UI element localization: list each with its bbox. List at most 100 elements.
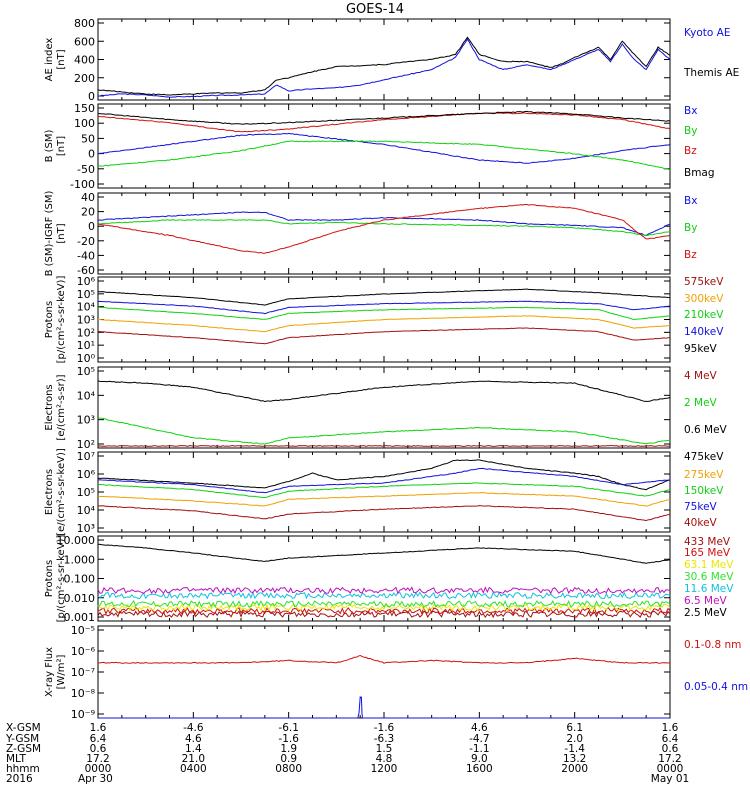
panel-ae: 800 600 400 200 0 AE index [nT] Kyoto AE Themis … <box>44 17 739 103</box>
y-tick-label: 0.010 <box>64 592 96 605</box>
x-tick-label: 4.6 <box>185 733 202 745</box>
legend-entry: 300keV <box>684 293 724 305</box>
y-axis-label: [nT] <box>56 223 67 243</box>
x-tick-label: -1.1 <box>469 743 490 755</box>
x-tick-label: 0000 <box>657 763 684 775</box>
y-tick-label: 0 <box>88 148 95 161</box>
x-tick-label: 6.4 <box>662 733 679 745</box>
legend-entry: 2.5 MeV <box>684 607 728 619</box>
y-tick-label: 10⁻⁶ <box>71 645 96 658</box>
y-tick-label: 10⁻⁵ <box>71 624 95 637</box>
legend-entry: 6.5 MeV <box>684 595 728 607</box>
series-line-575kev <box>97 327 670 345</box>
legend-entry: 75keV <box>684 501 718 513</box>
x-tick-label: 6.1 <box>566 722 583 734</box>
panel-b: 150 100 50 0 -50 -100 B (SM) [nT] Bx By Bz Bmag <box>44 102 715 191</box>
series-line-bz <box>97 112 671 133</box>
y-tick-label: 10⁴ <box>77 504 96 517</box>
y-tick-label: 10⁷ <box>77 450 95 463</box>
series-line-0-1-0-8-nm <box>97 654 671 664</box>
y-tick-label: 0 <box>88 90 95 103</box>
legend-entry: Bx <box>684 195 697 207</box>
y-tick-label: -100 <box>70 178 95 191</box>
y-tick-label: 10⁶ <box>77 468 96 481</box>
y-tick-label: 10⁻⁷ <box>71 666 95 679</box>
series-line-bx <box>97 132 671 164</box>
y-tick-label: 600 <box>74 35 95 48</box>
series-line-475kev <box>97 459 671 491</box>
series-line-bx <box>97 211 671 237</box>
x-tick-label: 1.6 <box>662 722 679 734</box>
x-tick-label: 1.4 <box>185 743 202 755</box>
y-tick-label: 10³ <box>77 414 95 427</box>
legend-entry: 4 MeV <box>684 370 718 382</box>
x-axis-row-label: MLT <box>6 753 26 765</box>
series-line-0-6-mev <box>97 380 671 403</box>
y-tick-label: 0.100 <box>64 573 96 586</box>
y-tick-label: 10² <box>77 438 95 451</box>
legend-entry: 40keV <box>684 517 718 529</box>
series-line-themis-ae <box>97 36 671 96</box>
y-tick-label: 10⁴ <box>77 389 96 402</box>
x-tick-label: 0.6 <box>90 743 107 755</box>
legend-entry: 275keV <box>684 469 724 481</box>
legend-entry: 165 MeV <box>684 547 731 559</box>
x-axis-row-label: X-GSM <box>6 722 41 734</box>
y-axis-label: Protons <box>44 301 55 338</box>
y-axis-label: B (SM)-IGRF (SM) <box>44 191 55 277</box>
legend-entry: 95keV <box>684 343 718 355</box>
y-tick-label: -20 <box>77 235 95 248</box>
x-tick-label: -6.1 <box>278 722 299 734</box>
y-tick-label: 1.000 <box>64 553 96 566</box>
legend-entry: Themis AE <box>683 67 739 79</box>
legend-entry: 210keV <box>684 309 724 321</box>
panel-xray: 10⁻⁵ 10⁻⁶ 10⁻⁷ 10⁻⁸ 10⁻⁹ X-ray Flux [W/m²] 0.1-… <box>44 624 748 721</box>
series-line-11-6-mev <box>97 591 671 600</box>
panel-db: 40 200 -20-40 -60 B (SM)-IGRF (SM) [nT] Bx By Bz <box>44 191 697 277</box>
y-axis-label: B (SM) <box>44 129 55 162</box>
x-axis-row-label: hhmm <box>6 763 40 775</box>
y-axis-label: [p/(cm²-s-sr-keV)] <box>56 276 67 364</box>
y-tick-label: 40 <box>81 191 95 204</box>
series-line-140kev <box>97 300 671 315</box>
y-tick-label: -40 <box>77 249 95 262</box>
y-tick-label: 10⁵ <box>77 486 95 499</box>
x-tick-label: -4.7 <box>469 733 490 745</box>
panel-frame <box>97 625 671 719</box>
y-tick-label: 200 <box>74 72 95 85</box>
x-tick-label: 13.2 <box>563 753 586 765</box>
x-tick-label: 0000 <box>85 763 112 775</box>
x-tick-label: -6.3 <box>374 733 395 745</box>
y-tick-label: 10⁻⁹ <box>71 708 95 721</box>
y-axis-label: [e/(cm²-s-sr-keV)] <box>56 448 67 536</box>
x-tick-label: 4.8 <box>376 753 393 765</box>
x-tick-label: 0400 <box>180 763 207 775</box>
y-tick-label: 400 <box>74 54 95 67</box>
x-tick-label: 0800 <box>275 763 302 775</box>
y-tick-label: 10⁵ <box>77 365 95 378</box>
y-tick-label: 10⁵ <box>77 288 95 301</box>
panel-frame <box>97 18 671 101</box>
legend-entry: Bmag <box>684 167 715 179</box>
x-axis-row-label: Y-GSM <box>5 733 39 745</box>
panel-elec1: 10⁵ 10⁴ 10³ 10² Electrons [e/(cm²-s-sr)] 4 MeV… <box>44 365 728 451</box>
x-tick-label: 1200 <box>371 763 398 775</box>
series-line-30-6-mev <box>97 599 671 609</box>
legend-entry: 150keV <box>684 485 724 497</box>
series-line-2-5-mev <box>97 543 671 564</box>
plot-title: GOES-14 <box>346 2 404 17</box>
x-tick-label: 6.4 <box>90 733 107 745</box>
x-tick-label: 1.6 <box>90 722 107 734</box>
x-axis-row-label: Z-GSM <box>6 743 41 755</box>
y-axis-label: [p/(cm²-s-sr-keV)] <box>56 535 67 623</box>
x-axis-row-label: 2016 <box>6 773 33 785</box>
x-tick-label: 0.9 <box>280 753 297 765</box>
y-tick-label: 150 <box>74 102 95 115</box>
x-tick-label: -4.6 <box>183 722 204 734</box>
series-line-4-mev <box>97 445 671 447</box>
y-tick-label: 0 <box>88 220 95 233</box>
series-line-2-mev <box>97 417 671 445</box>
y-axis-label: Electrons <box>44 384 55 430</box>
